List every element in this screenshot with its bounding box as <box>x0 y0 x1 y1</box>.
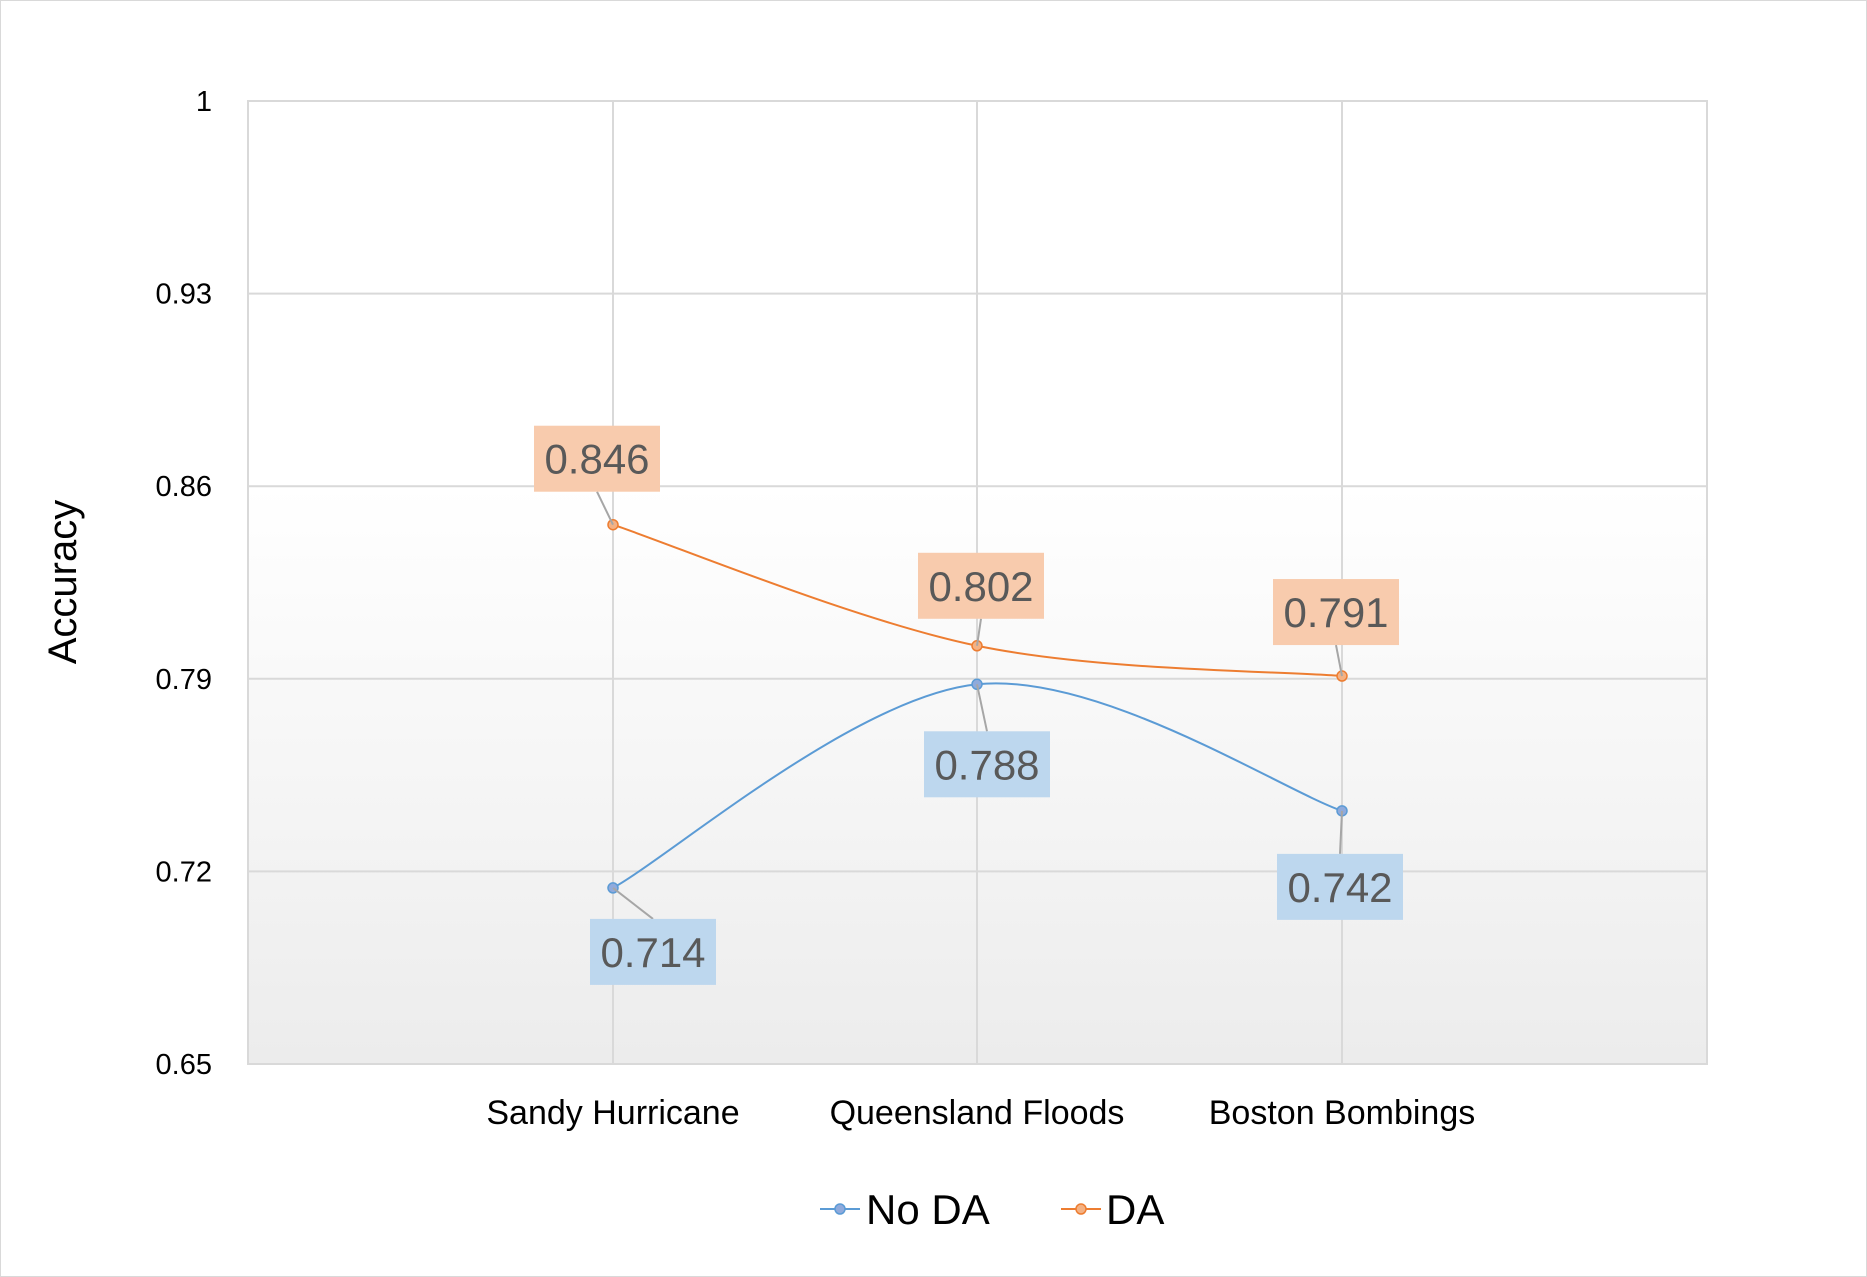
y-tick-label: 0.72 <box>156 856 212 888</box>
da-data-label-box <box>1273 579 1399 646</box>
da-data-label-box <box>534 425 660 492</box>
data-label-leader-line <box>976 684 988 732</box>
da-data-label-box <box>918 552 1044 619</box>
da-data-label: 0.846 <box>544 436 649 483</box>
y-tick-label: 0.86 <box>156 471 212 503</box>
x-category-label: Boston Bombings <box>1209 1094 1476 1132</box>
no-da-data-label-box <box>590 918 716 985</box>
y-axis-title: Accuracy <box>41 500 85 665</box>
da-data-label: 0.791 <box>1283 589 1388 636</box>
data-label-leader-line <box>1339 810 1343 854</box>
legend-no-da-label: No DA <box>866 1186 990 1233</box>
no-da-data-label-box <box>1277 853 1403 920</box>
x-category-label: Sandy Hurricane <box>486 1094 739 1132</box>
no-da-data-label: 0.742 <box>1287 864 1392 911</box>
no-da-data-label: 0.714 <box>600 929 705 976</box>
no-da-data-label-box <box>924 731 1050 798</box>
da-data-label: 0.802 <box>928 563 1033 610</box>
y-tick-label: 0.79 <box>156 664 212 696</box>
y-tick-label: 1 <box>196 86 212 118</box>
data-label-leader-line <box>596 491 614 526</box>
y-tick-label: 0.93 <box>156 279 212 311</box>
data-label-leader-line <box>976 618 982 646</box>
y-tick-label: 0.65 <box>156 1049 212 1081</box>
legend-no-da-marker <box>834 1203 846 1215</box>
legend-da-marker <box>1075 1203 1087 1215</box>
x-category-label: Queensland Floods <box>830 1094 1125 1132</box>
no-da-data-label: 0.788 <box>934 741 1039 788</box>
data-label-leader-line <box>612 887 654 920</box>
legend-da-label: DA <box>1106 1186 1164 1233</box>
data-label-leader-line <box>1335 644 1343 677</box>
